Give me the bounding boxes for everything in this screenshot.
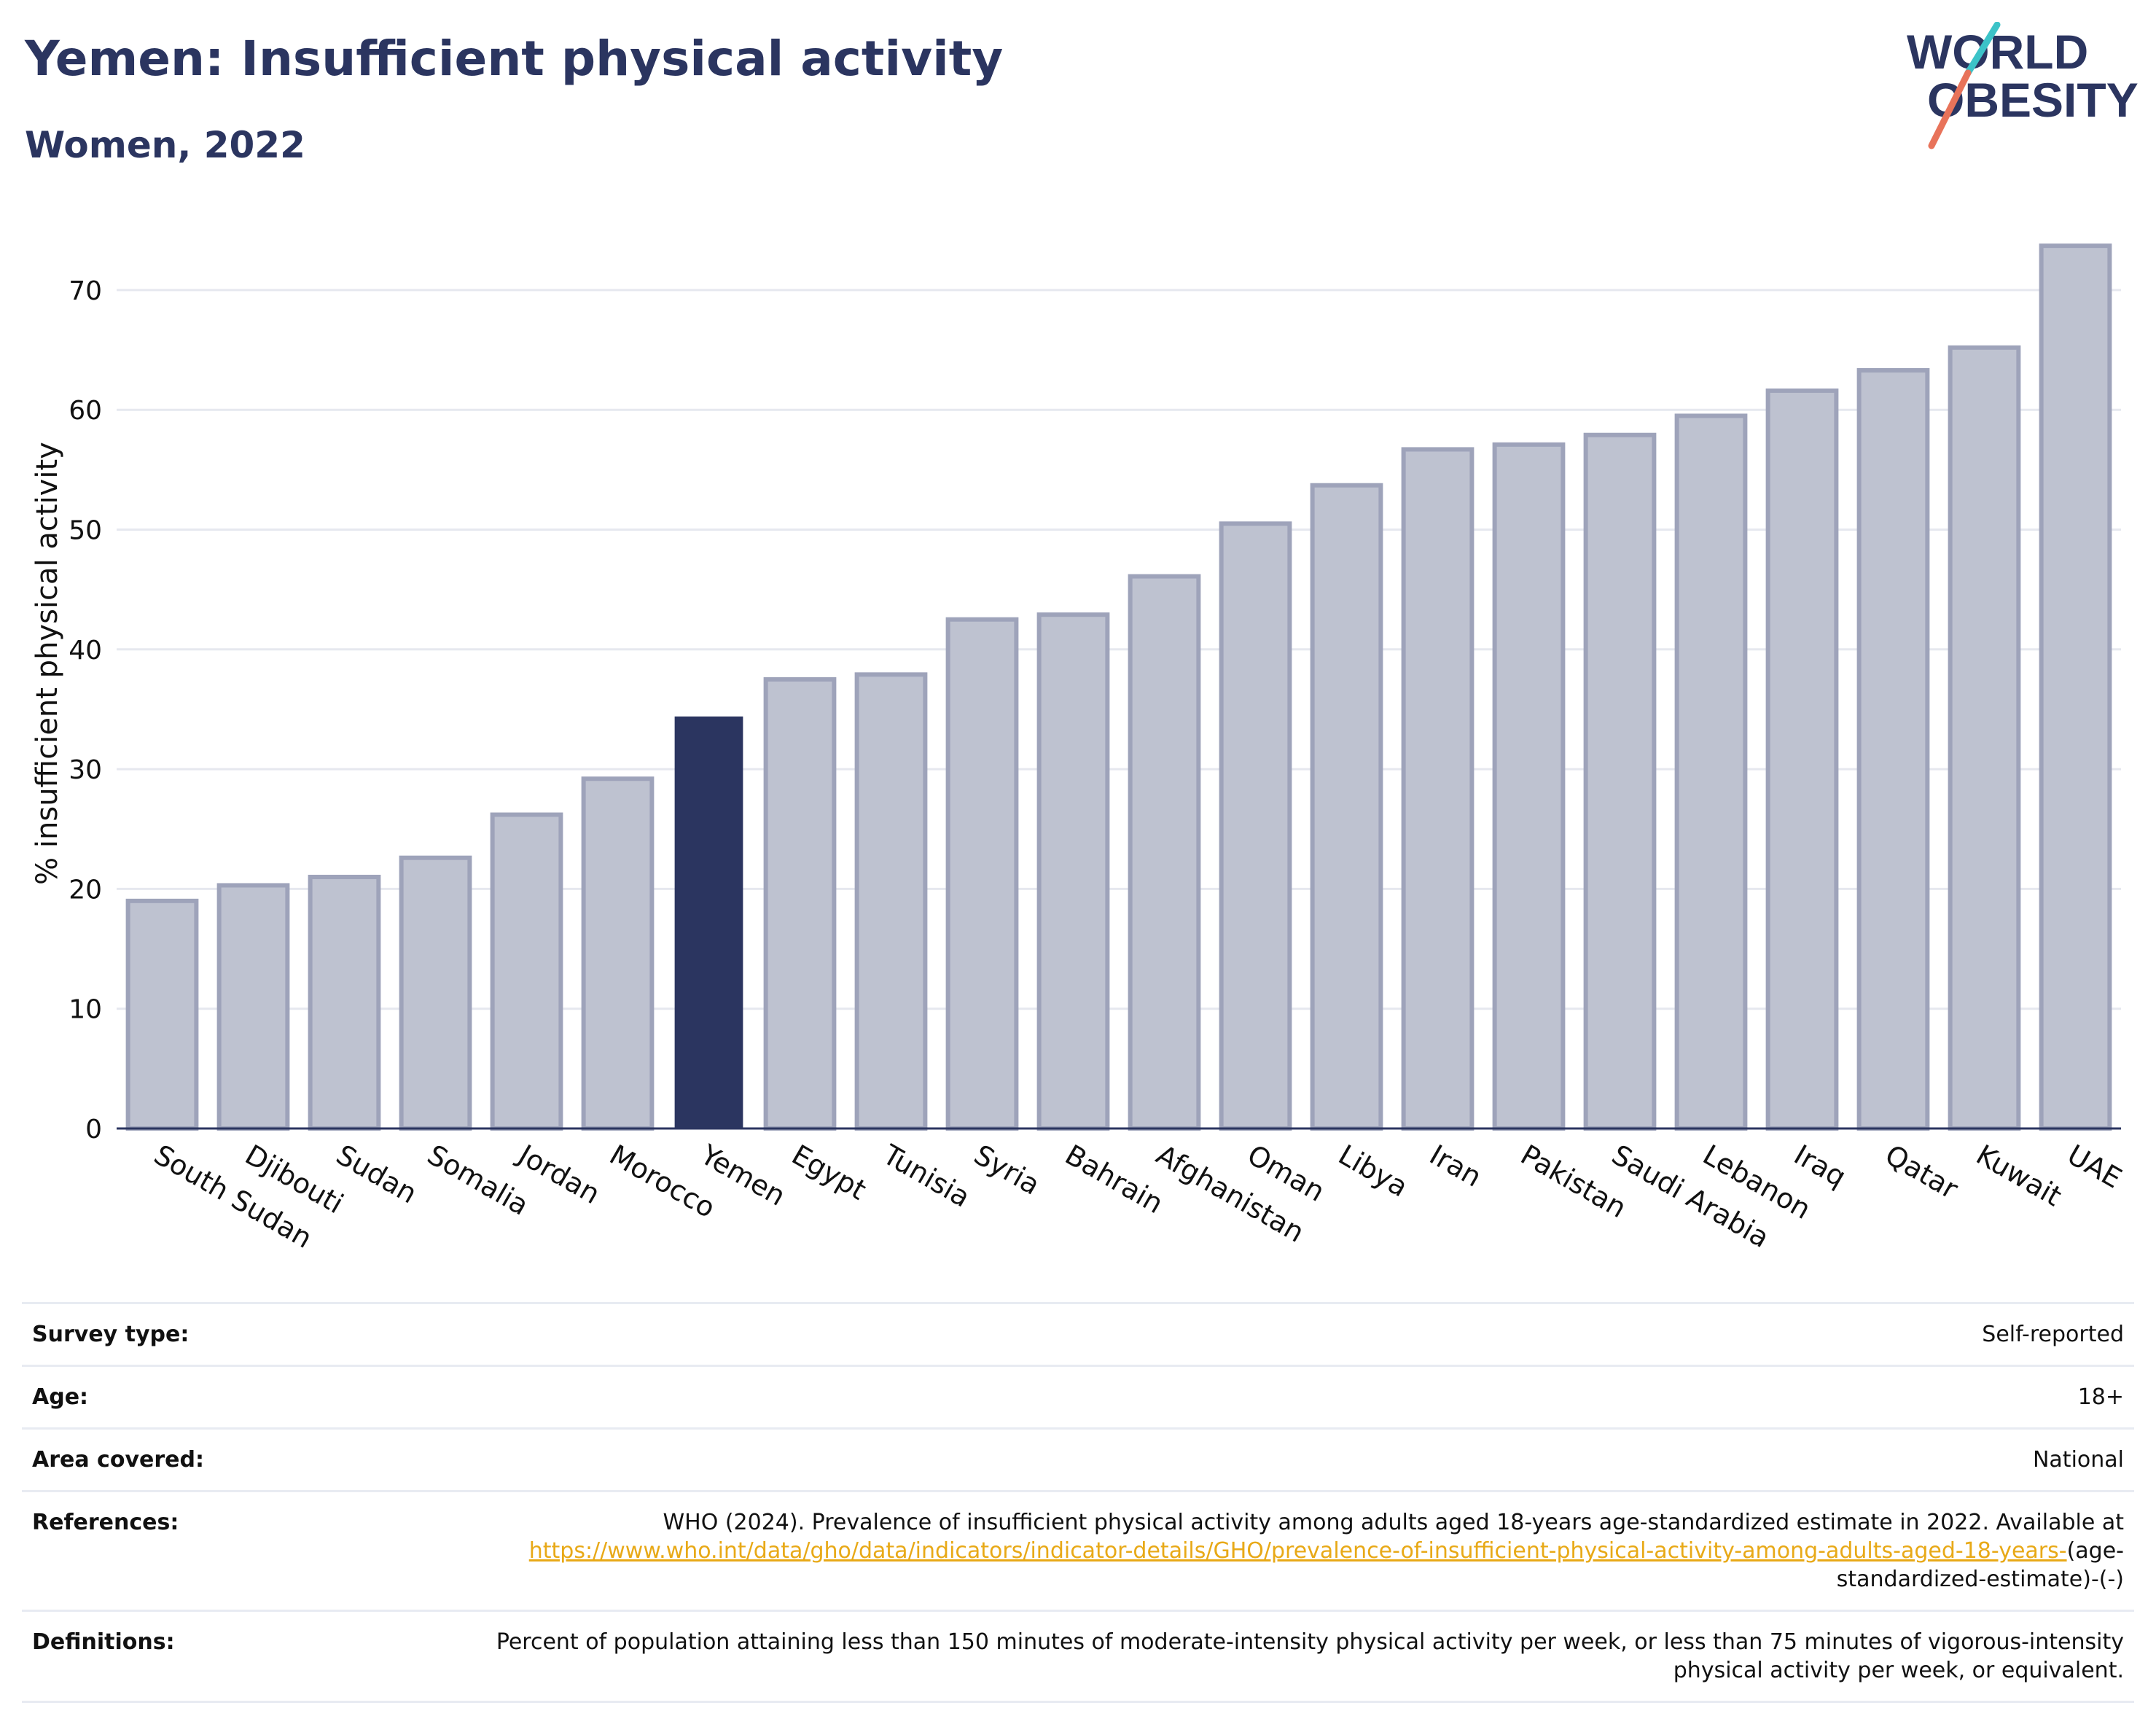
x-tick-label: Tunisia bbox=[877, 1138, 975, 1214]
references-value: WHO (2024). Prevalence of insufficient p… bbox=[421, 1492, 2134, 1611]
survey-type-value: Self-reported bbox=[1982, 1322, 2124, 1347]
age-row: Age: 18+ bbox=[22, 1365, 2134, 1429]
definitions-value: Percent of population attaining less tha… bbox=[496, 1629, 2124, 1683]
bar-iran bbox=[1401, 447, 1475, 1131]
bar-bahrain bbox=[1036, 612, 1110, 1131]
bar-yemen bbox=[674, 716, 743, 1128]
y-axis-label: % insufficient physical activity bbox=[31, 442, 64, 885]
y-tick-label: 60 bbox=[69, 396, 102, 426]
bar-afghanistan bbox=[1128, 574, 1201, 1131]
x-tick-label: Iraq bbox=[1789, 1139, 1851, 1193]
bar-sudan bbox=[308, 874, 381, 1131]
bar-libya bbox=[1310, 483, 1383, 1131]
x-tick-label: Kuwait bbox=[1971, 1139, 2067, 1213]
bar-egypt bbox=[763, 677, 837, 1131]
y-tick-label: 40 bbox=[69, 636, 102, 666]
bar-saudi-arabia bbox=[1583, 432, 1657, 1131]
bar-somalia bbox=[399, 855, 472, 1131]
x-tick-label: UAE bbox=[2062, 1139, 2127, 1195]
bar-uae bbox=[2039, 243, 2112, 1131]
survey-type-row: Survey type: Self-reported bbox=[22, 1303, 2134, 1366]
y-tick-label: 10 bbox=[69, 995, 102, 1025]
x-tick-label: Egypt bbox=[786, 1139, 872, 1206]
page-subtitle: Women, 2022 bbox=[25, 124, 305, 166]
age-label: Age: bbox=[32, 1384, 89, 1410]
survey-type-label: Survey type: bbox=[32, 1322, 190, 1347]
area-label: Area covered: bbox=[32, 1447, 204, 1473]
info-table: Survey type: Self-reported Age: 18+ Area… bbox=[22, 1302, 2134, 1703]
y-tick-label: 50 bbox=[69, 516, 102, 546]
bar-oman bbox=[1219, 521, 1292, 1131]
bar-iraq bbox=[1765, 388, 1839, 1131]
definitions-label: Definitions: bbox=[32, 1629, 175, 1655]
area-value: National bbox=[2032, 1447, 2124, 1473]
logo-slash-coral bbox=[1928, 69, 1972, 149]
y-tick-label: 30 bbox=[69, 755, 102, 785]
definitions-row: Definitions: Percent of population attai… bbox=[22, 1610, 2134, 1702]
y-tick-label: 70 bbox=[69, 276, 102, 306]
references-suffix: (age-standardized-estimate)-(-) bbox=[1836, 1538, 2124, 1592]
x-tick-label: Bahrain bbox=[1060, 1139, 1168, 1220]
logo-slash-teal bbox=[1964, 22, 2001, 77]
bar-kuwait bbox=[1948, 345, 2021, 1131]
x-tick-label: Libya bbox=[1333, 1139, 1413, 1204]
bar-syria bbox=[945, 617, 1019, 1131]
bar-qatar bbox=[1856, 367, 1930, 1131]
area-row: Area covered: National bbox=[22, 1428, 2134, 1492]
references-label: References: bbox=[32, 1510, 179, 1535]
y-tick-label: 20 bbox=[69, 875, 102, 905]
bar-morocco bbox=[581, 776, 655, 1131]
bar-jordan bbox=[490, 812, 563, 1131]
y-tick-label: 0 bbox=[85, 1115, 102, 1145]
bar-djibouti bbox=[216, 883, 290, 1131]
bar-pakistan bbox=[1492, 442, 1566, 1131]
x-tick-label: Somalia bbox=[422, 1139, 534, 1222]
references-link[interactable]: https://www.who.int/data/gho/data/indica… bbox=[528, 1538, 2067, 1564]
x-tick-label: Syria bbox=[969, 1139, 1045, 1201]
references-text: WHO (2024). Prevalence of insufficient p… bbox=[663, 1510, 2124, 1535]
references-row: References: WHO (2024). Prevalence of in… bbox=[22, 1491, 2134, 1611]
page-title: Yemen: Insufficient physical activity bbox=[25, 31, 1004, 87]
x-tick-label: Qatar bbox=[1880, 1139, 1964, 1206]
bar-lebanon bbox=[1674, 413, 1748, 1131]
world-obesity-logo: WORLD OBESITY bbox=[1907, 22, 2139, 149]
age-value: 18+ bbox=[2077, 1384, 2124, 1410]
bar-south-sudan bbox=[125, 898, 199, 1131]
x-tick-label: Iran bbox=[1424, 1139, 1487, 1193]
logo-text-world: WORLD bbox=[1907, 25, 2088, 79]
bar-tunisia bbox=[854, 672, 928, 1131]
bars bbox=[125, 243, 2112, 1131]
